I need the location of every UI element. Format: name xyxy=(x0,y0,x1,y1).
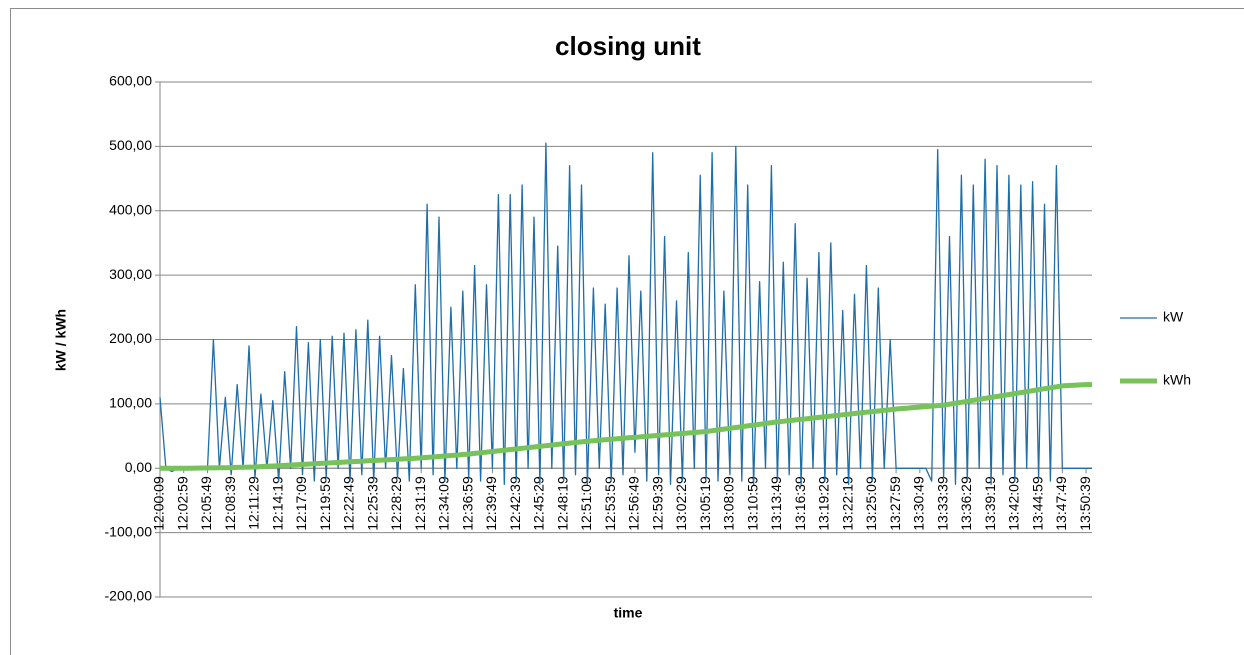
x-tick-label: 12:19:59 xyxy=(317,476,333,531)
y-tick-label: 0,00 xyxy=(125,459,152,475)
x-tick-label: 12:08:39 xyxy=(222,476,238,531)
x-tick-label: 12:42:39 xyxy=(507,476,523,531)
x-tick-label: 13:47:49 xyxy=(1053,476,1069,531)
series-line xyxy=(160,382,1092,471)
series-line xyxy=(159,142,1092,485)
x-tick-label: 13:05:19 xyxy=(697,476,713,531)
x-tick-label: 12:39:49 xyxy=(483,476,499,531)
x-tick-label: 12:17:09 xyxy=(293,476,309,531)
x-tick-label: 13:13:49 xyxy=(768,476,784,531)
x-tick-label: 12:25:39 xyxy=(364,476,380,531)
y-axis-title: kW / kWh xyxy=(53,309,69,371)
x-tick-label: 13:02:29 xyxy=(673,476,689,531)
x-tick-label: 12:02:59 xyxy=(174,476,190,531)
y-tick-label: 100,00 xyxy=(109,395,152,411)
x-tick-label: 12:05:49 xyxy=(198,476,214,531)
y-tick-label: 600,00 xyxy=(109,73,152,89)
x-tick-label: 12:14:19 xyxy=(269,476,285,531)
x-tick-label: 12:34:09 xyxy=(436,476,452,531)
x-tick-label: 13:16:39 xyxy=(792,476,808,531)
x-tick-label: 13:42:09 xyxy=(1006,476,1022,531)
y-tick-label: 500,00 xyxy=(109,137,152,153)
x-tick-label: 12:22:49 xyxy=(341,476,357,531)
x-tick-label: 12:59:39 xyxy=(649,476,665,531)
x-tick-label: 13:33:39 xyxy=(934,476,950,531)
x-tick-label: 13:22:19 xyxy=(839,476,855,531)
legend-label: kW xyxy=(1163,309,1184,325)
x-tick-label: 13:27:59 xyxy=(887,476,903,531)
y-tick-label: 400,00 xyxy=(109,201,152,217)
x-tick-label: 13:25:09 xyxy=(863,476,879,531)
x-tick-label: 12:51:09 xyxy=(578,476,594,531)
y-tick-label: 300,00 xyxy=(109,266,152,282)
x-tick-label: 12:56:49 xyxy=(626,476,642,531)
x-tick-label: 13:30:49 xyxy=(911,476,927,531)
x-tick-label: 12:45:29 xyxy=(531,476,547,531)
x-tick-label: 12:00:09 xyxy=(151,476,167,531)
x-tick-label: 12:11:29 xyxy=(246,476,262,530)
x-tick-label: 12:53:59 xyxy=(602,476,618,531)
x-tick-label: 13:36:29 xyxy=(958,476,974,531)
x-tick-label: 13:10:59 xyxy=(744,476,760,531)
legend-label: kWh xyxy=(1163,372,1191,388)
y-tick-label: -200,00 xyxy=(105,588,153,604)
x-tick-label: 12:48:19 xyxy=(554,476,570,531)
x-tick-label: 13:19:29 xyxy=(816,476,832,531)
x-tick-label: 12:28:29 xyxy=(388,476,404,531)
x-tick-label: 13:08:09 xyxy=(721,476,737,531)
y-tick-label: 200,00 xyxy=(109,330,152,346)
x-axis-title: time xyxy=(614,605,643,621)
x-tick-label: 13:39:19 xyxy=(982,476,998,531)
x-tick-label: 13:44:59 xyxy=(1029,476,1045,531)
x-tick-label: 12:31:19 xyxy=(412,476,428,531)
chart-title: closing unit xyxy=(555,31,701,61)
x-tick-label: 13:50:39 xyxy=(1077,476,1093,531)
y-tick-label: -100,00 xyxy=(105,523,153,539)
x-tick-label: 12:36:59 xyxy=(459,476,475,531)
